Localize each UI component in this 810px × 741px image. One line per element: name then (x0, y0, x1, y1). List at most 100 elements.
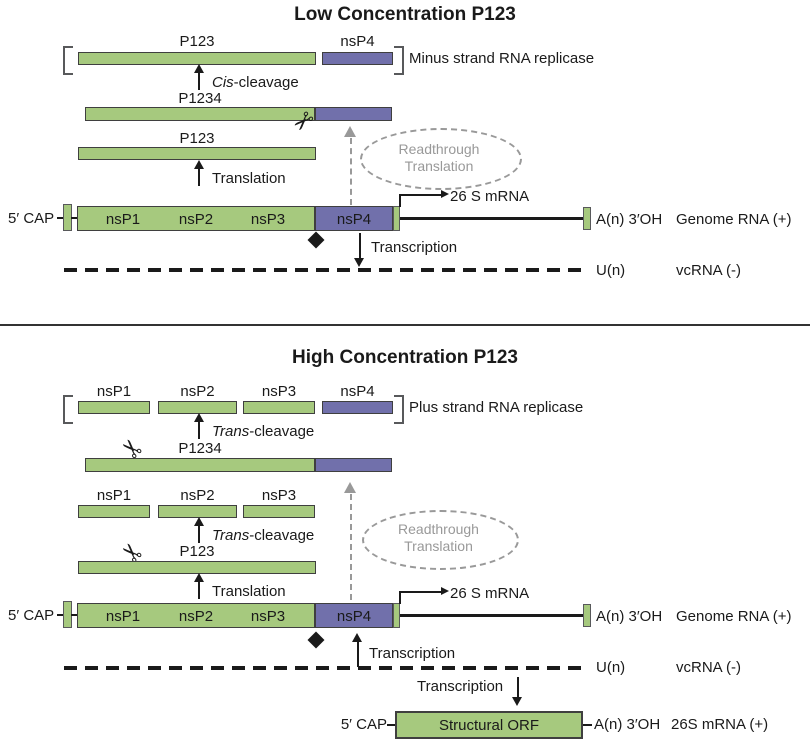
panel-low-title: Low Concentration P123 (294, 4, 516, 25)
p123-protein-label: P123 (179, 33, 215, 50)
readthrough-arrowhead-icon (344, 482, 356, 493)
trans-cleavage-arrow (198, 525, 200, 543)
transcription-down-arrow (517, 677, 519, 699)
readthrough-ellipse (360, 128, 522, 190)
trans-word: Trans (212, 423, 250, 440)
readthrough-line1: Readthrough (398, 521, 479, 537)
genome-nonstructural-bar (77, 603, 315, 628)
p123-bar (78, 147, 316, 160)
p1234-purple-bar (315, 458, 392, 472)
mrna-arrowhead-icon (441, 190, 449, 198)
transcription-up-arrowhead-icon (352, 633, 362, 642)
translation-label: Translation (212, 583, 286, 600)
readthrough-dashed-arrow (350, 494, 352, 600)
structural-orf-label: Structural ORF (438, 717, 540, 734)
p1234-green-bar (85, 107, 315, 121)
nsp3-cleaved-label: nsP3 (261, 487, 297, 504)
translation-label: Translation (212, 170, 286, 187)
genome-nsp4-label: nsP4 (336, 211, 372, 228)
genome-3utr-line (400, 614, 584, 617)
trans-cleavage-arrowhead-icon (194, 517, 204, 526)
trans-cleavage-arrowhead-icon (194, 413, 204, 422)
transcription-arrowhead-icon (354, 258, 364, 267)
cleavage-word: -cleavage (249, 527, 315, 544)
polya-tail-label: A(n) 3′OH (596, 608, 663, 625)
cap-connector (57, 217, 64, 219)
genome-nonstructural-bar (77, 206, 315, 231)
mrna-elbow-horizontal (399, 591, 442, 593)
p123-label: P123 (179, 130, 215, 147)
readthrough-line2: Translation (404, 158, 474, 174)
p123-label: P123 (179, 543, 215, 560)
panel-divider (0, 324, 810, 326)
transcription-down-arrowhead-icon (512, 697, 522, 706)
readthrough-line2: Translation (404, 538, 473, 554)
genome-nsp2-label: nsP2 (178, 608, 214, 625)
panel-high-title: High Concentration P123 (292, 347, 518, 368)
transcription-arrow (359, 233, 361, 260)
genome-nsp4-label: nsP4 (336, 608, 372, 625)
five-prime-cap-label-26s: 5′ CAP (340, 716, 387, 733)
nsp4-protein-label: nsP4 (340, 33, 375, 50)
translation-arrow (198, 168, 200, 186)
nsp1-cleaved-bar (78, 505, 150, 518)
right-bracket (394, 395, 404, 424)
genome-nsp4-bar (315, 603, 393, 628)
genome-nsp4-bar (315, 206, 393, 231)
genome-3end-tick (583, 604, 591, 627)
p1234-label: P1234 (178, 90, 222, 107)
vcrna-name: vcRNA (-) (676, 659, 741, 676)
vcrna-dashed-line (64, 268, 588, 272)
translation-arrowhead-icon (194, 573, 204, 582)
cleavage-word: -cleavage (233, 74, 299, 91)
un-tail-label: U(n) (596, 262, 626, 279)
nsp2-subunit-label: nsP2 (180, 383, 215, 400)
polya-tail-label: A(n) 3′OH (596, 211, 663, 228)
nsp3-cleaved-bar (243, 505, 315, 518)
genome-3end-tick (583, 207, 591, 230)
nsp4-subunit-bar (322, 401, 393, 414)
p1234-purple-bar (315, 107, 392, 121)
left-bracket (63, 46, 73, 75)
cis-cleavage-arrowhead-icon (194, 64, 204, 73)
transcription-up-arrow (357, 641, 359, 667)
26s-mrna-label: 26 S mRNA (450, 585, 530, 602)
un-tail-label: U(n) (596, 659, 626, 676)
nsp3-subunit-bar (243, 401, 315, 414)
translation-arrow (198, 581, 200, 599)
subgenomic-promoter-tick (393, 206, 400, 231)
p1234-label: P1234 (178, 440, 222, 457)
genome-nsp1-label: nsP1 (105, 608, 141, 625)
polya-tail-label-26s: A(n) 3′OH (594, 716, 661, 733)
cap-connector2 (71, 217, 78, 219)
trans-word: Trans (212, 527, 250, 544)
nsp1-subunit-label: nsP1 (96, 383, 132, 400)
cap-connector (57, 614, 64, 616)
readthrough-arrowhead-icon (344, 126, 356, 137)
vcrna-name: vcRNA (-) (676, 262, 741, 279)
genome-rna-name: Genome RNA (+) (676, 608, 792, 625)
26s-mrna-name: 26S mRNA (+) (671, 716, 769, 733)
cleavage-word: -cleavage (249, 423, 315, 440)
left-bracket (63, 395, 73, 424)
subgenomic-promoter-tick (393, 603, 400, 628)
nsp4-protein-bar (322, 52, 393, 65)
five-prime-cap-label: 5′ CAP (8, 210, 55, 227)
minus-strand-replicase-label: Minus strand RNA replicase (409, 50, 595, 67)
structural-orf-box (395, 711, 583, 739)
nsp2-cleaved-label: nsP2 (180, 487, 215, 504)
genome-nsp3-label: nsP3 (250, 608, 286, 625)
cis-word: Cis (212, 74, 234, 91)
orf-connector-left (387, 724, 395, 726)
genome-nsp2-label: nsP2 (178, 211, 214, 228)
p1234-green-bar (85, 458, 315, 472)
transcription-label: Transcription (369, 645, 456, 662)
trans-cleavage-label: Trans-cleavage (212, 423, 314, 440)
genome-3utr-line (400, 217, 584, 220)
orf-connector-right (583, 724, 592, 726)
right-bracket (394, 46, 404, 75)
nsp3-subunit-label: nsP3 (261, 383, 297, 400)
mrna-arrowhead-icon (441, 587, 449, 595)
mrna-elbow-vertical (399, 194, 401, 207)
mrna-elbow-vertical (399, 591, 401, 604)
